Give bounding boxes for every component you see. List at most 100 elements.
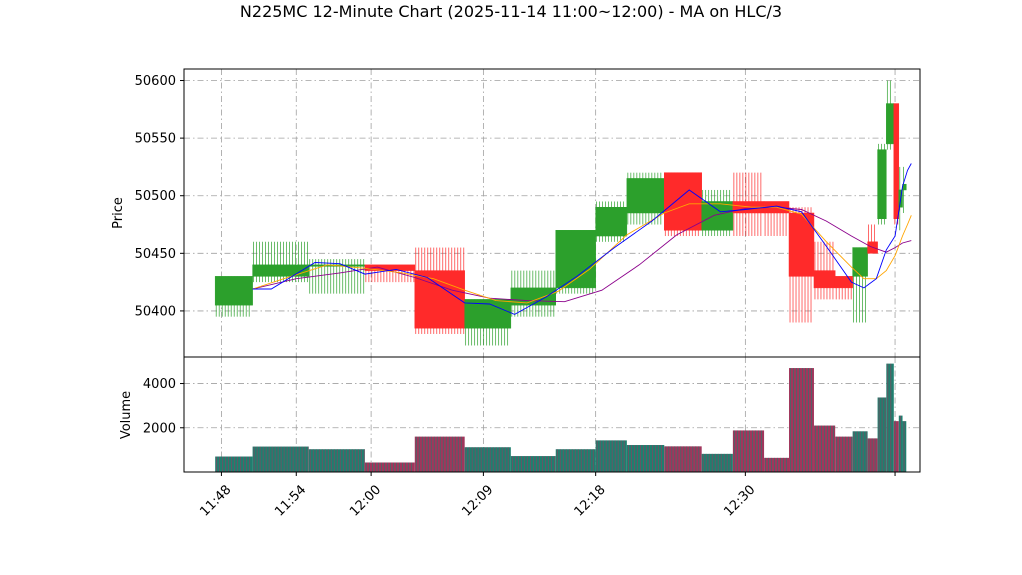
candle-body bbox=[664, 172, 702, 231]
candle-body bbox=[252, 264, 309, 277]
price-panel: 50400 50450 50500 50550 50600 Price bbox=[111, 68, 921, 358]
x-tick-label: 12:09 bbox=[459, 482, 496, 519]
candle-body bbox=[834, 276, 853, 289]
candle bbox=[732, 172, 765, 237]
x-tick-label: 11:48 bbox=[197, 482, 234, 519]
ma-short-line bbox=[252, 163, 912, 315]
volume-bar bbox=[364, 462, 415, 472]
volume-bar bbox=[510, 456, 556, 472]
volume-bar bbox=[414, 436, 465, 472]
candle bbox=[214, 276, 253, 317]
volume-bars bbox=[215, 363, 907, 472]
volume-bar-fill bbox=[893, 421, 899, 472]
volume-bar-fill bbox=[764, 457, 790, 472]
volume-bar-fill bbox=[364, 462, 415, 472]
volume-bar bbox=[555, 449, 596, 472]
x-tick-label: 11:54 bbox=[272, 482, 309, 519]
candle-body bbox=[555, 230, 596, 289]
volume-bar bbox=[886, 363, 894, 472]
price-y-tick-label: 50600 bbox=[135, 74, 176, 89]
volume-bar bbox=[835, 436, 853, 472]
candle-body bbox=[626, 178, 665, 214]
volume-bar-fill bbox=[555, 449, 596, 472]
candle bbox=[308, 259, 366, 294]
price-y-tick-label: 50550 bbox=[135, 132, 176, 147]
volume-bar-fill bbox=[414, 436, 465, 472]
volume-bar-fill bbox=[595, 440, 627, 472]
candle bbox=[834, 276, 853, 300]
volume-bar-fill bbox=[252, 446, 309, 472]
candle-body bbox=[886, 103, 895, 145]
volume-bar bbox=[877, 397, 887, 472]
candle bbox=[877, 143, 887, 225]
volume-bar bbox=[626, 445, 665, 472]
volume-bar bbox=[308, 449, 365, 472]
volume-bar-fill bbox=[867, 438, 878, 472]
moving-average-lines bbox=[252, 163, 912, 315]
volume-bar bbox=[252, 446, 309, 472]
volume-y-tick-label: 2000 bbox=[143, 421, 176, 436]
price-y-tick-label: 50450 bbox=[135, 247, 176, 262]
volume-bar bbox=[664, 446, 702, 472]
volume-frame bbox=[183, 356, 921, 473]
volume-bar-fill bbox=[886, 363, 894, 472]
candle bbox=[813, 241, 836, 300]
volume-bar-fill bbox=[835, 436, 853, 472]
candle bbox=[852, 247, 868, 323]
volume-bar-fill bbox=[308, 449, 365, 472]
volume-bar bbox=[701, 453, 733, 472]
candle bbox=[788, 207, 815, 323]
price-y-ticks: 50400 50450 50500 50550 50600 bbox=[135, 74, 184, 319]
candle bbox=[902, 166, 907, 213]
candle-body bbox=[852, 247, 868, 277]
candle bbox=[893, 103, 900, 225]
volume-bar bbox=[852, 431, 868, 472]
candle-body bbox=[813, 270, 836, 289]
price-y-axis-label: Price bbox=[111, 197, 126, 229]
volume-bar bbox=[464, 447, 511, 472]
candle-body bbox=[893, 103, 900, 220]
volume-bar bbox=[813, 425, 836, 472]
candle-body bbox=[214, 276, 253, 306]
price-y-tick-label: 50500 bbox=[135, 189, 176, 204]
ma-mid-line bbox=[252, 203, 912, 304]
candle bbox=[464, 299, 512, 346]
volume-bar bbox=[789, 368, 814, 472]
price-y-tick-label: 50400 bbox=[135, 304, 176, 319]
candle bbox=[701, 189, 734, 237]
volume-bar bbox=[595, 440, 627, 472]
candle bbox=[595, 201, 628, 242]
candle bbox=[252, 241, 309, 283]
x-axis-ticks: 11:48 11:54 12:00 12:09 12:18 12:30 bbox=[197, 472, 896, 520]
volume-bar-fill bbox=[464, 447, 511, 472]
volume-bar bbox=[867, 438, 878, 472]
candle-body bbox=[788, 212, 815, 277]
ma-long-line bbox=[252, 206, 912, 303]
volume-bar bbox=[893, 421, 899, 472]
candle-body bbox=[595, 206, 628, 237]
volume-bar-fill bbox=[732, 430, 765, 472]
candle bbox=[555, 230, 596, 294]
volume-bar-fill bbox=[215, 456, 253, 472]
x-tick-label: 12:00 bbox=[347, 482, 384, 519]
volume-bar bbox=[764, 457, 790, 472]
chart-title: N225MC 12-Minute Chart (2025-11-14 11:00… bbox=[240, 2, 782, 21]
x-tick-label: 12:30 bbox=[721, 482, 758, 519]
candle bbox=[664, 172, 702, 237]
volume-bar bbox=[902, 421, 907, 472]
volume-y-tick-label: 4000 bbox=[143, 377, 176, 392]
candle-body bbox=[414, 270, 465, 329]
volume-bar-fill bbox=[789, 368, 814, 472]
volume-bar bbox=[732, 430, 765, 472]
volume-y-ticks: 2000 4000 bbox=[143, 377, 184, 436]
candle bbox=[626, 172, 665, 225]
x-tick-label: 12:18 bbox=[572, 482, 609, 519]
candle-body bbox=[701, 201, 734, 231]
volume-y-axis-label: Volume bbox=[119, 391, 134, 439]
volume-panel: 2000 4000 Volume bbox=[119, 356, 921, 473]
volume-bar bbox=[215, 456, 253, 472]
candle bbox=[510, 270, 556, 317]
candle bbox=[886, 80, 895, 150]
candle-body bbox=[877, 149, 887, 220]
